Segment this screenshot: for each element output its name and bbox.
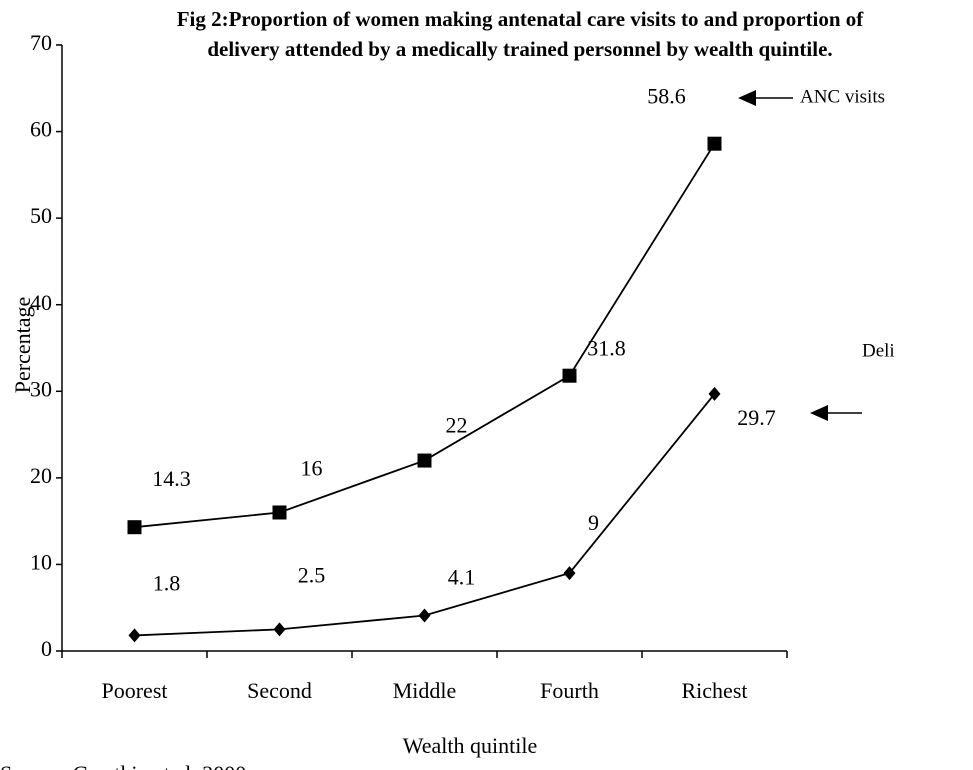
data-label: 22 bbox=[446, 413, 468, 438]
marker bbox=[273, 622, 286, 637]
x-tick-label: Fourth bbox=[540, 678, 599, 703]
y-tick-label: 60 bbox=[30, 117, 52, 142]
y-tick-label: 40 bbox=[30, 290, 52, 315]
y-tick-label: 50 bbox=[30, 203, 52, 228]
y-tick-label: 70 bbox=[30, 30, 52, 55]
x-tick-label: Second bbox=[247, 678, 312, 703]
data-label: 2.5 bbox=[298, 562, 326, 587]
marker bbox=[417, 453, 432, 468]
data-label: 29.7 bbox=[737, 405, 776, 430]
series-line bbox=[134, 393, 716, 637]
y-tick-label: 10 bbox=[30, 549, 52, 574]
y-tick-label: 0 bbox=[41, 636, 52, 661]
marker bbox=[128, 628, 141, 643]
data-label: 9 bbox=[588, 510, 599, 535]
legend-label: ANC visits bbox=[800, 86, 885, 107]
marker bbox=[562, 368, 577, 383]
source: Source: Gwatkin et al. 2000 bbox=[0, 761, 246, 770]
y-tick-label: 30 bbox=[30, 376, 52, 401]
marker bbox=[272, 505, 287, 520]
x-tick-label: Poorest bbox=[102, 678, 168, 703]
chart-title: Fig 2:Proportion of women making antenat… bbox=[176, 7, 864, 61]
data-label: 1.8 bbox=[153, 570, 181, 595]
data-label: 16 bbox=[301, 456, 323, 481]
data-label: 31.8 bbox=[587, 336, 626, 361]
x-tick-label: Richest bbox=[682, 678, 748, 703]
arrow-head bbox=[810, 405, 828, 421]
marker bbox=[708, 386, 721, 401]
marker bbox=[707, 136, 722, 151]
series-line bbox=[134, 143, 716, 529]
data-label: 14.3 bbox=[152, 466, 191, 491]
x-tick-label: Middle bbox=[393, 678, 457, 703]
data-label: 4.1 bbox=[448, 565, 476, 590]
annotation-arrow bbox=[750, 97, 862, 414]
legend-label: Deli bbox=[862, 340, 895, 361]
y-tick-label: 20 bbox=[30, 463, 52, 488]
x-axis-label: Wealth quintile bbox=[403, 733, 537, 758]
data-label: 58.6 bbox=[647, 84, 686, 109]
arrow-head bbox=[738, 90, 756, 106]
marker bbox=[418, 608, 431, 623]
marker bbox=[563, 566, 576, 581]
marker bbox=[127, 520, 142, 535]
y-axis-label: Percentage bbox=[10, 297, 35, 394]
